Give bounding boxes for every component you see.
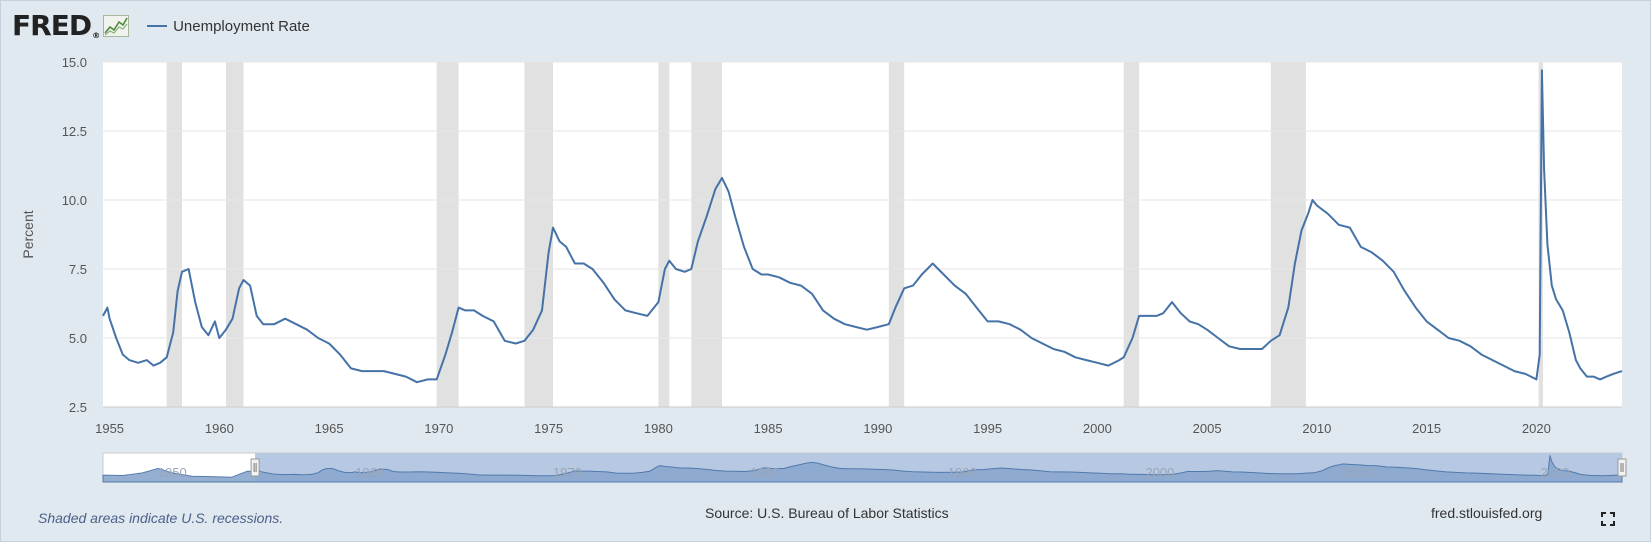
recession-band [1123,62,1140,407]
navigator-tick-label: 2010 [1343,465,1372,480]
navigator-tick-label: 1980 [750,465,779,480]
navigator-tick-label: 2000 [1145,465,1174,480]
x-tick-label: 1985 [754,421,783,436]
x-tick-label: 1965 [315,421,344,436]
y-tick-label: 2.5 [69,400,87,415]
x-tick-label: 1990 [863,421,892,436]
x-tick-label: 2010 [1302,421,1331,436]
y-axis-label: Percent [20,210,36,258]
y-tick-label: 15.0 [62,55,87,70]
legend-swatch [147,25,168,27]
navigator-handle-left[interactable] [250,458,260,477]
x-tick-label: 2020 [1522,421,1551,436]
x-tick-label: 1995 [973,421,1002,436]
x-tick-label: 1980 [644,421,673,436]
navigator-tick-label: 1970 [553,465,582,480]
legend[interactable]: Unemployment Rate [147,18,310,35]
recession-band [436,62,459,407]
plot-area [103,62,1622,407]
y-tick-label: 7.5 [69,262,87,277]
source-label: Source: U.S. Bureau of Labor Statistics [705,505,949,521]
y-tick-label: 5.0 [69,331,87,346]
chart-header: FRED® Unemployment Rate [12,8,310,44]
navigator-tick-label: 2020 [1541,465,1570,480]
navigator-tick-label: 1950 [158,465,187,480]
x-tick-label: 2000 [1083,421,1112,436]
recession-band [888,62,905,407]
x-tick-label: 1970 [424,421,453,436]
navigator-tick-label: 1960 [355,465,384,480]
y-tick-label: 12.5 [62,124,87,139]
x-tick-label: 2015 [1412,421,1441,436]
recession-note: Shaded areas indicate U.S. recessions. [38,510,284,526]
recession-band [691,62,723,407]
x-tick-label: 1975 [534,421,563,436]
handle-grip [250,458,260,477]
x-tick-label: 1960 [205,421,234,436]
recession-band [166,62,183,407]
navigator-handle-right[interactable] [1617,458,1627,477]
navigator-series [102,455,1623,483]
y-tick-label: 10.0 [62,193,87,208]
handle-grip [1617,458,1627,477]
recession-band [658,62,670,407]
x-tick-label: 1955 [95,421,124,436]
source-url[interactable]: fred.stlouisfed.org [1431,505,1543,521]
fred-logo[interactable]: FRED® [12,9,100,42]
line-chart-icon [103,15,130,37]
x-tick-label: 2005 [1193,421,1222,436]
navigator-tick-label: 1990 [948,465,977,480]
recession-band [524,62,553,407]
fullscreen-icon[interactable] [1601,512,1615,526]
legend-label: Unemployment Rate [173,17,310,35]
series-line-unemployment-rate [102,69,1623,384]
recession-band [225,62,244,407]
